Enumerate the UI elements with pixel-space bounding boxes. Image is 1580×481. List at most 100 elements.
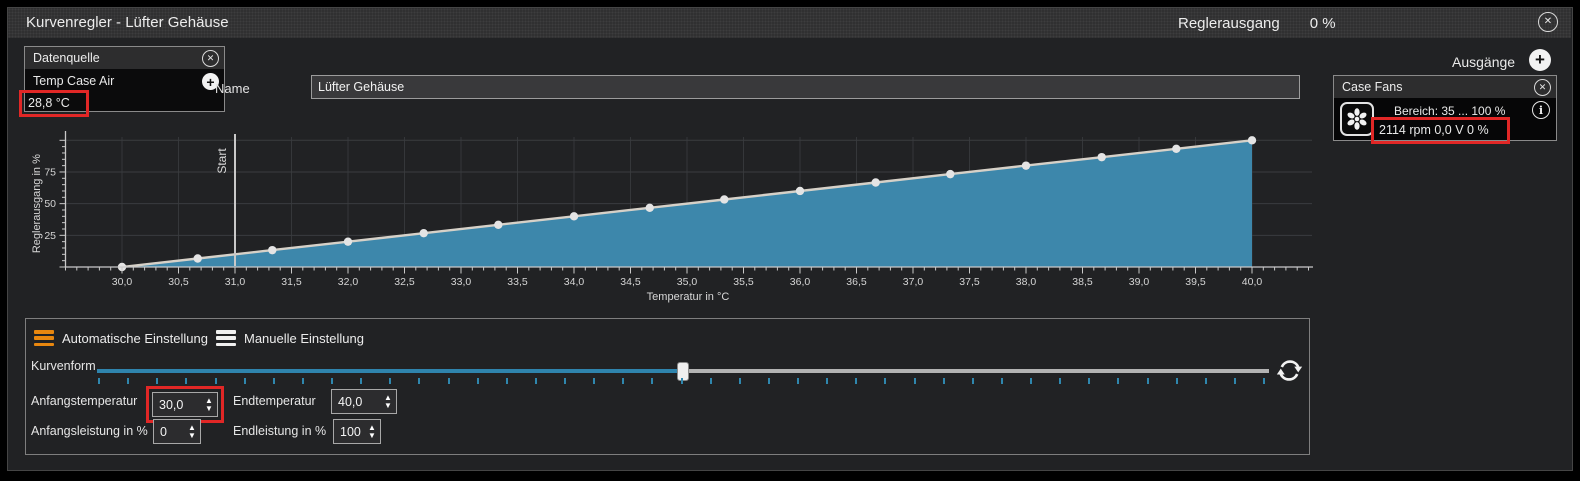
data-source-name: Temp Case Air (33, 74, 115, 88)
highlight-box-sensor-value: 28,8 °C (19, 90, 89, 117)
slider-tick (564, 378, 566, 384)
svg-text:32,0: 32,0 (338, 276, 359, 288)
controller-output-label: Reglerausgang (1178, 14, 1280, 32)
window-title: Kurvenregler - Lüfter Gehäuse (26, 14, 229, 31)
svg-text:38,5: 38,5 (1072, 276, 1093, 288)
slider-tick (971, 378, 974, 384)
svg-text:Start: Start (215, 148, 229, 174)
spinner-arrows-icon[interactable]: ▲ ▼ (205, 396, 213, 413)
slider-tick (1146, 378, 1149, 384)
slider-tick (331, 378, 333, 384)
svg-text:36,5: 36,5 (846, 276, 867, 288)
curve-chart[interactable]: Start 30,0 30,5 31,0 31,5 32,0 32,5 33,0 33,5 34,… (0, 123, 1580, 315)
close-icon[interactable]: ✕ (1538, 12, 1558, 32)
slider-tick (593, 378, 596, 384)
svg-text:38,0: 38,0 (1016, 276, 1037, 288)
case-fans-close-icon[interactable]: ✕ (1534, 78, 1551, 96)
svg-text:36,0: 36,0 (790, 276, 811, 288)
add-output-button[interactable]: + (1529, 49, 1551, 71)
slider-tick (127, 378, 130, 384)
svg-text:75: 75 (44, 166, 56, 178)
svg-text:50: 50 (44, 198, 56, 210)
tab-manuelle-einstellung[interactable]: Manuelle Einstellung (216, 330, 364, 347)
start-power-spinner[interactable]: 0 ▲ ▼ (153, 419, 201, 444)
sensor-value: 28,8 °C (28, 96, 70, 110)
slider-tick (272, 378, 275, 384)
slider-fill (97, 369, 683, 373)
end-temp-spinner[interactable]: 40,0 ▲ ▼ (331, 389, 397, 414)
data-source-title: Datenquelle (33, 51, 100, 65)
end-power-value[interactable]: 100 (340, 424, 361, 439)
slider-tick (389, 378, 392, 384)
outputs-label: Ausgänge (1452, 54, 1516, 70)
settings-panel: Automatische Einstellung Manuelle Einste… (25, 318, 1310, 455)
case-fans-panel: Case Fans ✕ Bereich: 35 ... 100 % i (1333, 75, 1557, 141)
slider-tick (534, 378, 537, 384)
svg-text:30,0: 30,0 (112, 276, 133, 288)
slider-tick (360, 378, 363, 384)
slider-tick (447, 378, 450, 384)
slider-tick (1233, 378, 1236, 384)
spinner-arrows-icon[interactable]: ▲ ▼ (368, 423, 376, 440)
slider-tick (1204, 378, 1207, 384)
svg-text:34,5: 34,5 (620, 276, 641, 288)
svg-text:32,5: 32,5 (394, 276, 415, 288)
slider-tick (243, 378, 246, 384)
highlight-box-fan-status: 2114 rpm 0,0 V 0 % (1371, 117, 1510, 144)
svg-text:Temperatur in °C: Temperatur in °C (647, 291, 730, 303)
tab-automatische-einstellung[interactable]: Automatische Einstellung (34, 330, 208, 347)
fan-range: Bereich: 35 ... 100 % (1394, 104, 1506, 118)
data-source-panel: Datenquelle ✕ Temp Case Air + (24, 46, 225, 112)
start-temp-value[interactable]: 30,0 (159, 397, 184, 412)
slider-tick (913, 378, 916, 384)
slider-tick (680, 378, 683, 384)
name-label: Name (215, 81, 250, 96)
end-power-spinner[interactable]: 100 ▲ ▼ (333, 419, 381, 444)
controller-output: Reglerausgang 0 % (1178, 8, 1336, 38)
field-label-endtemperatur: Endtemperatur (233, 394, 316, 408)
slider-tick (855, 378, 858, 384)
add-source-icon[interactable]: + (202, 73, 219, 90)
spinner-arrows-icon[interactable]: ▲ ▼ (384, 393, 392, 410)
start-power-value[interactable]: 0 (160, 424, 167, 439)
reset-curve-icon[interactable] (1276, 356, 1303, 388)
svg-text:35,5: 35,5 (733, 276, 754, 288)
slider-tick (98, 378, 100, 384)
slider-tick (214, 378, 217, 384)
svg-text:37,5: 37,5 (959, 276, 980, 288)
end-temp-value[interactable]: 40,0 (338, 394, 363, 409)
slider-tick (738, 378, 741, 384)
manual-settings-icon (216, 330, 236, 347)
slider-tick (185, 378, 188, 384)
slider-tick (1263, 378, 1265, 384)
data-source-header: Datenquelle ✕ (25, 47, 224, 69)
start-temp-spinner[interactable]: 30,0 ▲ ▼ (152, 392, 218, 417)
slider-thumb[interactable] (677, 362, 689, 381)
slider-tick (826, 378, 829, 384)
field-label-anfangsleistung: Anfangsleistung in % (31, 424, 148, 438)
svg-text:33,5: 33,5 (507, 276, 528, 288)
highlight-box-start-temp: 30,0 ▲ ▼ (146, 386, 224, 423)
svg-text:34,0: 34,0 (564, 276, 585, 288)
slider-tick (1030, 378, 1032, 384)
field-label-endleistung: Endleistung in % (233, 424, 327, 438)
svg-text:39,0: 39,0 (1129, 276, 1150, 288)
titlebar: Kurvenregler - Lüfter Gehäuse Reglerausg… (8, 8, 1571, 38)
name-input[interactable] (311, 75, 1300, 99)
slider-tick-marks (98, 378, 1270, 385)
svg-text:Reglerausgang in %: Reglerausgang in % (31, 154, 43, 253)
data-source-close-icon[interactable]: ✕ (202, 49, 219, 67)
svg-text:37,0: 37,0 (903, 276, 924, 288)
case-fans-header: Case Fans ✕ (1334, 76, 1556, 98)
slider-tick (1175, 378, 1178, 384)
info-icon[interactable]: i (1532, 101, 1550, 119)
svg-text:30,5: 30,5 (168, 276, 189, 288)
slider-tick (1117, 378, 1120, 384)
svg-text:31,0: 31,0 (225, 276, 246, 288)
spinner-arrows-icon[interactable]: ▲ ▼ (188, 423, 196, 440)
controller-output-value: 0 % (1309, 14, 1336, 32)
tab-auto-label: Automatische Einstellung (62, 330, 208, 346)
slider-tick (942, 378, 945, 384)
fan-status: 2114 rpm 0,0 V 0 % (1379, 123, 1489, 137)
slider-tick (651, 378, 654, 384)
